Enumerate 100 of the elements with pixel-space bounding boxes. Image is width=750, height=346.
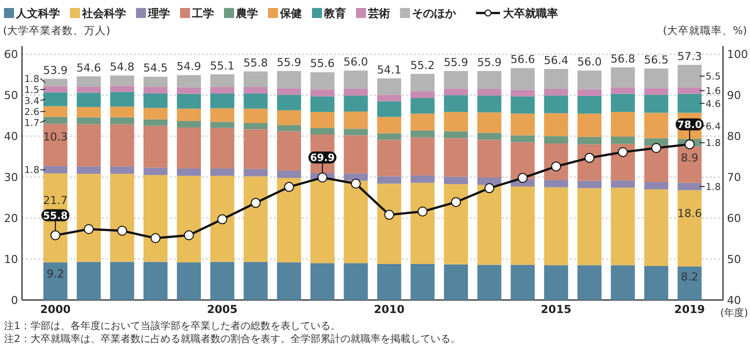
point	[450, 197, 461, 208]
point	[217, 214, 228, 224]
bar	[444, 184, 468, 264]
y-tick-label: 50	[4, 89, 18, 102]
total-label: 55.9	[477, 56, 502, 69]
text: 注2：大卒就職率は、卒業者数に占める就職者数の割合を表す。全学部累計の就職率を掲載している。	[4, 333, 460, 345]
bar	[277, 262, 302, 300]
bar	[644, 94, 668, 113]
bar	[544, 89, 568, 96]
bar	[43, 116, 68, 124]
bar	[410, 91, 435, 98]
bar	[410, 137, 435, 176]
data-label: 1.5	[24, 85, 40, 96]
bar	[544, 136, 568, 144]
bar	[410, 74, 435, 92]
bar	[76, 166, 101, 174]
bar	[310, 128, 334, 134]
bar	[176, 108, 201, 121]
total-label: 55.6	[310, 57, 335, 70]
bar	[377, 94, 402, 102]
bar	[176, 87, 201, 94]
bar	[344, 180, 368, 264]
bar	[644, 138, 668, 146]
bar	[377, 133, 402, 140]
point	[518, 172, 528, 183]
y-axis-title: (大学卒業者数、万人)	[3, 24, 110, 37]
bar	[344, 173, 368, 181]
bar	[144, 76, 168, 87]
point	[684, 139, 695, 150]
bar	[510, 68, 535, 90]
point	[184, 230, 194, 240]
bar	[277, 88, 302, 95]
bar	[110, 166, 134, 174]
total-label: 53.9	[43, 64, 68, 77]
bar	[510, 264, 535, 300]
total-label: 57.3	[677, 50, 702, 63]
total-label: 54.9	[176, 60, 202, 74]
data-label: 1.7	[24, 118, 40, 130]
bar	[176, 128, 201, 168]
total-label: 54.6	[76, 61, 102, 74]
data-label: 1.8	[706, 182, 721, 194]
bar	[410, 98, 435, 114]
bar	[210, 108, 234, 122]
bar	[210, 168, 234, 176]
legend-大卒就職率: 大卒就職率	[476, 7, 558, 20]
bar	[277, 125, 302, 132]
bar	[577, 180, 602, 188]
x-tick-label: 2010	[374, 303, 405, 316]
bar	[210, 94, 234, 108]
bar	[344, 112, 368, 129]
bar	[144, 262, 168, 300]
bar	[277, 178, 302, 262]
data-label: 10.3	[43, 130, 68, 144]
bar	[577, 265, 602, 300]
y2-tick-label: 80	[727, 130, 741, 144]
legend-label: そのほか	[412, 7, 457, 20]
legend-そのほか: そのほか	[400, 7, 456, 20]
bar	[344, 96, 368, 112]
bar	[610, 87, 635, 94]
y2-tick-label: 70	[727, 171, 741, 184]
bar	[110, 262, 134, 300]
legend-芸術: 芸術	[356, 7, 390, 20]
data-label: 4.6	[706, 98, 721, 110]
bar	[610, 136, 635, 144]
bar	[477, 184, 502, 265]
bar	[310, 180, 334, 264]
bar	[678, 146, 702, 183]
data-label: 18.6	[677, 207, 702, 220]
data-label: 6.4	[706, 121, 721, 132]
bar	[477, 264, 502, 300]
bar	[244, 71, 268, 87]
bar	[244, 129, 268, 169]
bar	[577, 114, 602, 137]
point	[317, 172, 328, 183]
point	[350, 178, 361, 189]
bar	[176, 94, 201, 109]
bar	[477, 132, 502, 140]
legend-理学: 理学	[136, 7, 170, 20]
bar	[244, 94, 268, 109]
bar	[176, 120, 201, 128]
point	[84, 224, 94, 234]
bar	[678, 190, 702, 266]
bar	[43, 78, 68, 86]
bar	[144, 119, 168, 126]
total-label: 55.9	[444, 56, 468, 69]
bar	[210, 176, 234, 262]
bar	[344, 135, 368, 174]
legend-label: 農学	[235, 7, 258, 20]
point	[384, 210, 394, 220]
y2-axis-title: (大卒就職率、%)	[662, 24, 747, 37]
bar	[210, 262, 234, 300]
bar	[644, 88, 668, 95]
bar	[210, 128, 234, 168]
bar	[144, 126, 168, 168]
point	[418, 206, 428, 217]
y2-tick-label: 60	[727, 212, 741, 226]
bar	[43, 92, 68, 106]
y-tick-label: 10	[4, 253, 18, 266]
y-tick-label: 40	[4, 130, 18, 144]
bar	[43, 166, 68, 174]
